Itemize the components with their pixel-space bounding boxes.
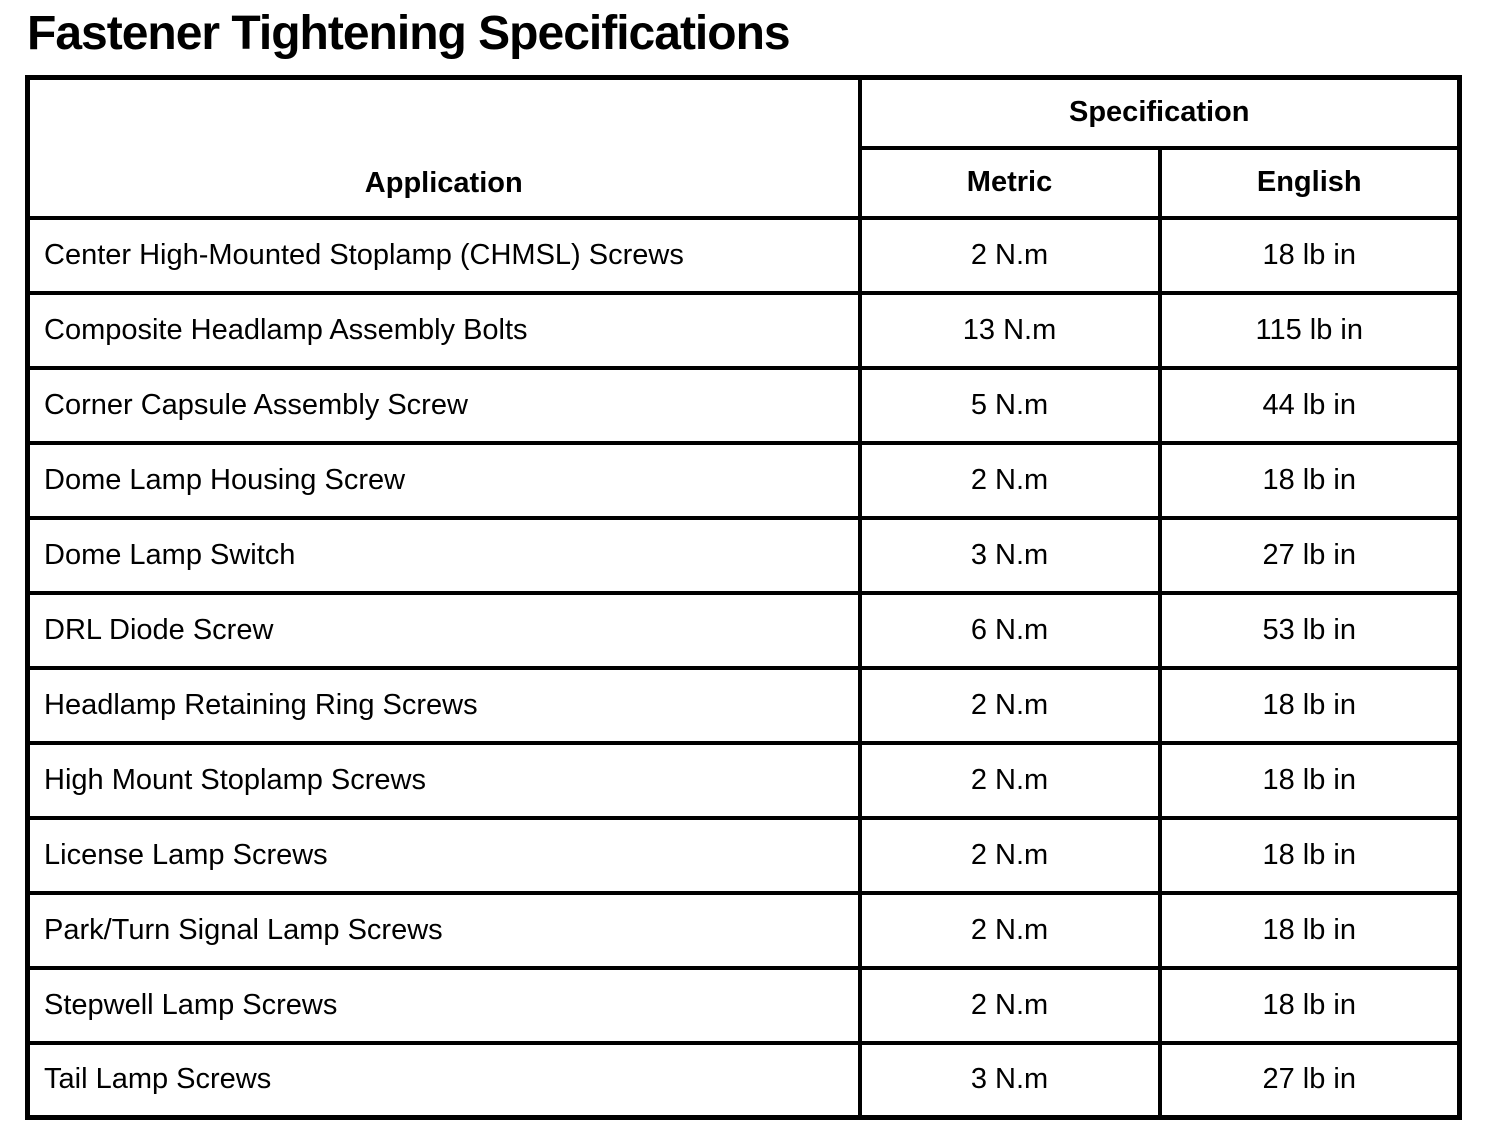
table-row: High Mount Stoplamp Screws 2 N.m 18 lb i… — [25, 740, 1462, 820]
application-cell: Park/Turn Signal Lamp Screws — [25, 890, 862, 970]
application-cell: Headlamp Retaining Ring Screws — [25, 665, 862, 745]
application-cell: Center High-Mounted Stoplamp (CHMSL) Scr… — [25, 215, 862, 295]
header-row-top: Application Specification — [25, 75, 1462, 220]
table-row: Park/Turn Signal Lamp Screws 2 N.m 18 lb… — [25, 890, 1462, 970]
metric-value-cell: 3 N.m — [857, 515, 1162, 595]
application-cell: Stepwell Lamp Screws — [25, 965, 862, 1045]
table-row: Tail Lamp Screws 3 N.m 27 lb in — [25, 1040, 1462, 1120]
metric-value-cell: 13 N.m — [857, 290, 1162, 370]
column-header-english: English — [1157, 145, 1462, 220]
table-row: Stepwell Lamp Screws 2 N.m 18 lb in — [25, 965, 1462, 1045]
table-row: Corner Capsule Assembly Screw 5 N.m 44 l… — [25, 365, 1462, 445]
metric-value-cell: 2 N.m — [857, 665, 1162, 745]
application-cell: Composite Headlamp Assembly Bolts — [25, 290, 862, 370]
english-value-cell: 18 lb in — [1157, 890, 1462, 970]
application-cell: High Mount Stoplamp Screws — [25, 740, 862, 820]
metric-value-cell: 2 N.m — [857, 740, 1162, 820]
english-value-cell: 18 lb in — [1157, 815, 1462, 895]
english-value-cell: 18 lb in — [1157, 440, 1462, 520]
application-cell: Dome Lamp Housing Screw — [25, 440, 862, 520]
english-value-cell: 44 lb in — [1157, 365, 1462, 445]
fastener-spec-table: Application Specification Metric English… — [25, 75, 1462, 1120]
metric-value-cell: 2 N.m — [857, 815, 1162, 895]
english-value-cell: 18 lb in — [1157, 215, 1462, 295]
metric-value-cell: 6 N.m — [857, 590, 1162, 670]
header-row-bottom: Metric English — [28, 145, 1462, 220]
column-header-application: Application — [25, 75, 862, 220]
application-cell: License Lamp Screws — [25, 815, 862, 895]
table-row: Headlamp Retaining Ring Screws 2 N.m 18 … — [25, 665, 1462, 745]
metric-value-cell: 2 N.m — [857, 965, 1162, 1045]
table-row: Composite Headlamp Assembly Bolts 13 N.m… — [25, 290, 1462, 370]
application-cell: Tail Lamp Screws — [25, 1040, 862, 1120]
table-row: Dome Lamp Switch 3 N.m 27 lb in — [25, 515, 1462, 595]
english-value-cell: 27 lb in — [1157, 1040, 1462, 1120]
table-header: Application Specification Metric English — [25, 75, 1462, 220]
metric-value-cell: 2 N.m — [857, 440, 1162, 520]
metric-value-cell: 2 N.m — [857, 890, 1162, 970]
english-value-cell: 115 lb in — [1157, 290, 1462, 370]
table-row: Center High-Mounted Stoplamp (CHMSL) Scr… — [25, 215, 1462, 295]
application-cell: Dome Lamp Switch — [25, 515, 862, 595]
metric-value-cell: 5 N.m — [857, 365, 1162, 445]
english-value-cell: 27 lb in — [1157, 515, 1462, 595]
metric-value-cell: 2 N.m — [857, 215, 1162, 295]
column-header-metric: Metric — [857, 145, 1162, 220]
table-body: Center High-Mounted Stoplamp (CHMSL) Scr… — [25, 215, 1462, 1120]
english-value-cell: 53 lb in — [1157, 590, 1462, 670]
application-cell: Corner Capsule Assembly Screw — [25, 365, 862, 445]
application-cell: DRL Diode Screw — [25, 590, 862, 670]
page-title: Fastener Tightening Specifications — [27, 7, 791, 60]
english-value-cell: 18 lb in — [1157, 740, 1462, 820]
english-value-cell: 18 lb in — [1157, 965, 1462, 1045]
metric-value-cell: 3 N.m — [857, 1040, 1162, 1120]
column-header-specification: Specification — [857, 75, 1462, 150]
table-row: License Lamp Screws 2 N.m 18 lb in — [25, 815, 1462, 895]
english-value-cell: 18 lb in — [1157, 665, 1462, 745]
table-row: Dome Lamp Housing Screw 2 N.m 18 lb in — [25, 440, 1462, 520]
table-row: DRL Diode Screw 6 N.m 53 lb in — [25, 590, 1462, 670]
